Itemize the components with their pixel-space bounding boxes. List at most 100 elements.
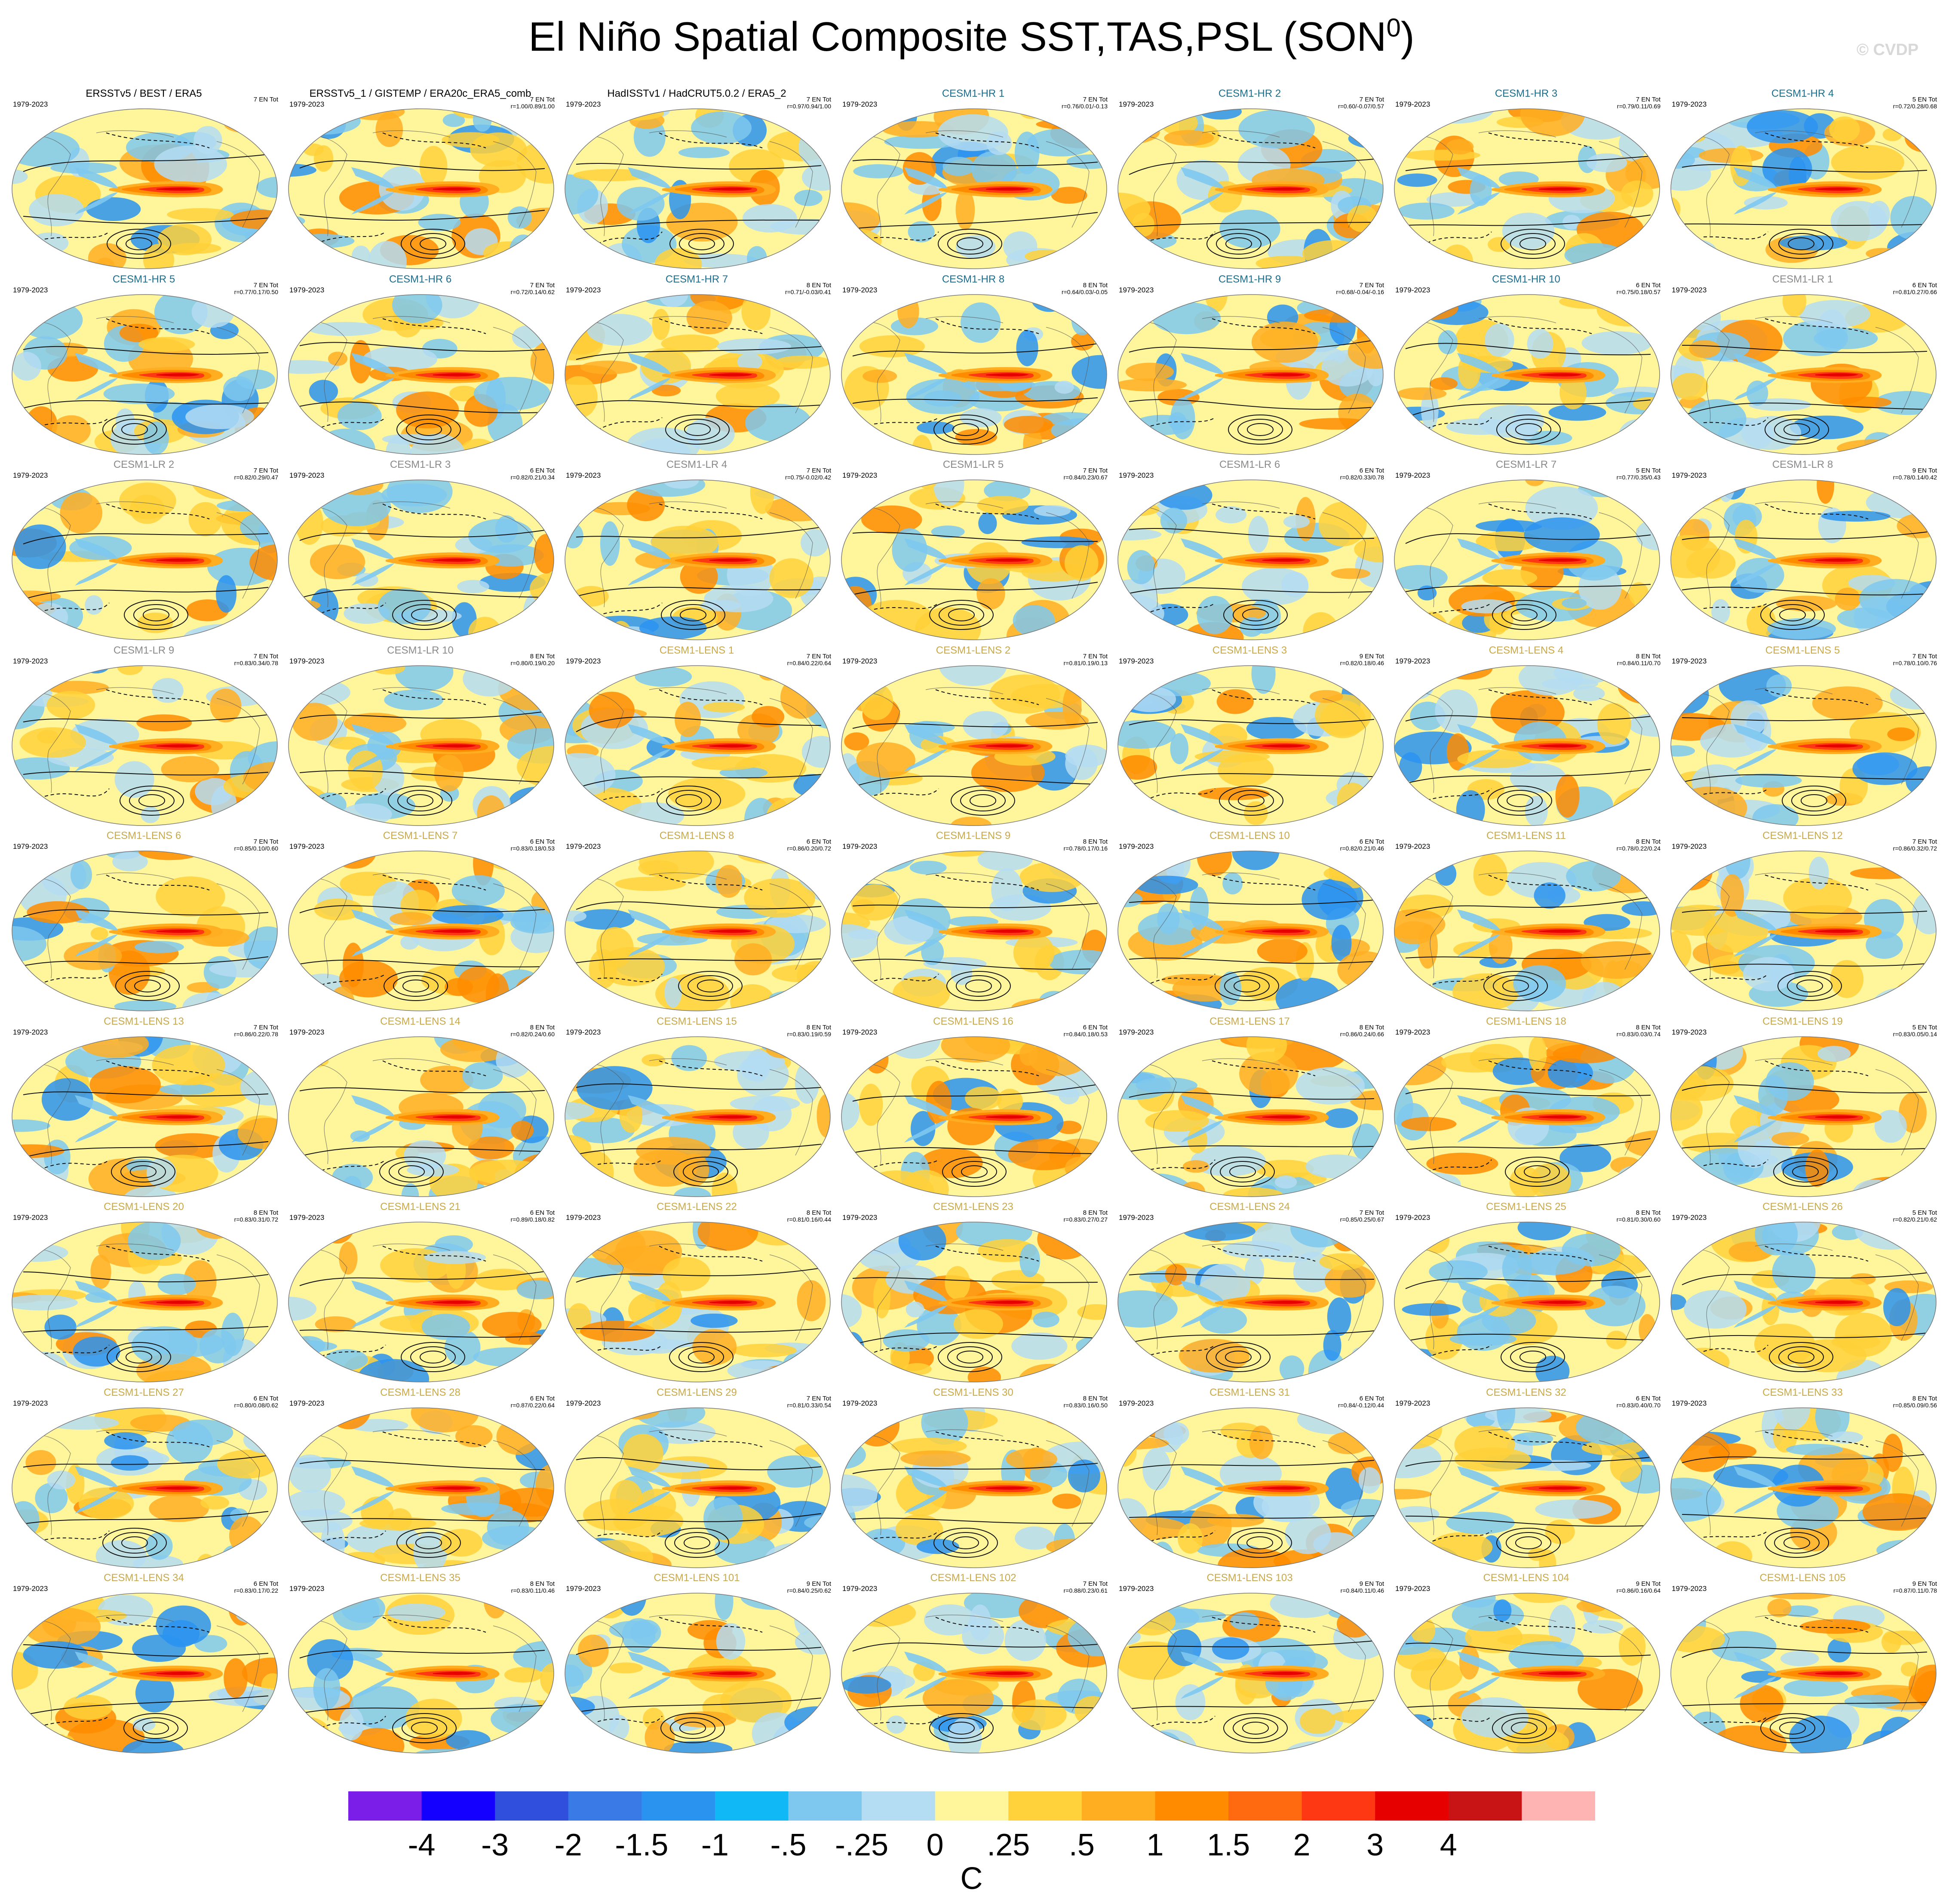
panel-title: CESM1-LENS 4 [1489,644,1564,656]
panel-years: 1979-2023 [1119,842,1154,851]
panel-event-count: 6 EN Tot [530,838,555,845]
panel-pattern-correlation: r=0.82/0.29/0.47 [234,474,278,481]
colorbar-tick-label: -.5 [770,1828,807,1862]
map-panel: CESM1-LENS 18 1979-2023 8 EN Tot r=0.83/0.0… [1387,1016,1665,1201]
panel-title: CESM1-LENS 11 [1486,830,1566,841]
panel-title: CESM1-LENS 20 [104,1201,184,1213]
panel-years: 1979-2023 [842,1585,878,1593]
colorbar-swatch [1522,1791,1595,1821]
map-panel: CESM1-LR 10 1979-2023 8 EN Tot r=0.80/0.19/… [282,645,559,830]
map-projection [1117,1036,1384,1197]
panel-title: CESM1-LENS 105 [1759,1572,1846,1584]
map-projection [565,108,831,269]
map-projection [12,108,278,269]
panel-years: 1979-2023 [1119,100,1154,108]
map-projection [1670,1407,1937,1568]
panel-event-count: 8 EN Tot [1912,1394,1937,1402]
map-projection [288,1222,554,1382]
panel-title: ERSSTv5_1 / GISTEMP / ERA20c_ERA5_comb [309,88,531,99]
panel-event-count: 8 EN Tot [806,281,831,289]
map-projection [1394,665,1660,826]
map-panel: CESM1-LENS 6 1979-2023 7 EN Tot r=0.85/0.10… [5,830,282,1015]
panel-title: CESM1-LENS 29 [657,1386,737,1398]
map-projection [841,108,1107,269]
map-panel: CESM1-LENS 1 1979-2023 7 EN Tot r=0.84/0.22… [558,645,835,830]
panel-event-count: 6 EN Tot [1083,1023,1108,1031]
map-panel: CESM1-HR 10 1979-2023 6 EN Tot r=0.75/0.18/… [1387,273,1665,459]
panel-title: CESM1-HR 3 [1495,88,1558,99]
colorbar-tick-label: -.25 [835,1828,889,1862]
panel-title: CESM1-LENS 32 [1486,1386,1566,1398]
panel-pattern-correlation: r=0.81/0.33/0.54 [787,1401,831,1409]
map-panel: CESM1-LENS 21 1979-2023 6 EN Tot r=0.89/0.1… [282,1201,559,1386]
panel-pattern-correlation: r=0.79/0.11/0.69 [1617,103,1661,110]
map-projection [1117,1407,1384,1568]
colorbar-swatch [568,1791,642,1821]
panel-title: CESM1-LENS 19 [1762,1015,1843,1027]
panel-pattern-correlation: r=0.78/0.10/0.76 [1893,659,1937,666]
map-panel: CESM1-LR 2 1979-2023 7 EN Tot r=0.82/0.29/0… [5,459,282,644]
panel-pattern-correlation: r=0.86/0.20/0.72 [787,845,831,852]
panel-title: CESM1-LENS 1 [659,644,734,656]
panel-title: CESM1-LR 2 [113,459,175,470]
colorbar-swatch [421,1791,495,1821]
panel-event-count: 6 EN Tot [1636,1394,1661,1402]
colorbar-swatch [935,1791,1009,1821]
map-panel: CESM1-LENS 24 1979-2023 7 EN Tot r=0.85/0.2… [1111,1201,1388,1386]
map-panel: CESM1-LENS 8 1979-2023 6 EN Tot r=0.86/0.20… [558,830,835,1015]
map-panel: CESM1-HR 2 1979-2023 7 EN Tot r=0.60/-0.07/… [1111,88,1388,273]
map-projection [1394,1407,1660,1568]
panel-pattern-correlation: r=0.82/0.33/0.78 [1340,474,1384,481]
panel-title: CESM1-HR 5 [112,273,175,285]
panel-event-count: 7 EN Tot [1912,652,1937,660]
panel-event-count: 8 EN Tot [530,652,555,660]
map-panel: CESM1-LENS 103 1979-2023 9 EN Tot r=0.84/0.… [1111,1572,1388,1757]
map-projection [1670,108,1937,269]
colorbar-tick-label: -4 [408,1828,436,1862]
map-panel: CESM1-LENS 9 1979-2023 8 EN Tot r=0.78/0.17… [835,830,1112,1015]
panel-years: 1979-2023 [566,657,601,665]
panel-event-count: 8 EN Tot [1083,281,1108,289]
colorbar-units: C [960,1861,983,1896]
panel-event-count: 7 EN Tot [1083,1580,1108,1588]
panel-years: 1979-2023 [13,1585,48,1593]
panel-title: CESM1-HR 10 [1492,273,1560,285]
panel-pattern-correlation: r=0.78/0.14/0.42 [1893,474,1937,481]
panel-title: HadISSTv1 / HadCRUT5.0.2 / ERA5_2 [607,88,786,99]
panel-event-count: 8 EN Tot [806,1209,831,1216]
panel-title: CESM1-LENS 22 [657,1201,737,1213]
panel-years: 1979-2023 [13,100,48,108]
colorbar-tick-label: 2 [1293,1828,1311,1862]
panel-years: 1979-2023 [13,1399,48,1407]
panel-title: CESM1-LENS 5 [1765,644,1840,656]
panel-event-count: 7 EN Tot [1359,96,1384,103]
map-projection [565,665,831,826]
map-projection [1117,665,1384,826]
map-projection [565,1036,831,1197]
map-panel: CESM1-LENS 31 1979-2023 6 EN Tot r=0.84/-0.… [1111,1387,1388,1572]
map-projection [841,1036,1107,1197]
panel-title: CESM1-HR 8 [942,273,1005,285]
panel-years: 1979-2023 [13,842,48,851]
panel-years: 1979-2023 [566,1213,601,1222]
panel-years: 1979-2023 [289,657,325,665]
map-projection [1117,479,1384,640]
panel-pattern-correlation: r=0.83/0.03/0.74 [1616,1030,1661,1038]
map-projection [1670,665,1937,826]
colorbar-tick-label: 0 [926,1828,944,1862]
panel-years: 1979-2023 [289,1585,325,1593]
panel-years: 1979-2023 [842,657,878,665]
panel-years: 1979-2023 [13,286,48,294]
panel-event-count: 7 EN Tot [253,652,278,660]
panel-pattern-correlation: r=0.89/0.18/0.82 [510,1216,555,1223]
map-projection [565,851,831,1011]
panel-years: 1979-2023 [1395,1399,1430,1407]
map-panel: CESM1-LENS 20 1979-2023 8 EN Tot r=0.83/0.3… [5,1201,282,1386]
panel-title: CESM1-LR 4 [666,459,727,470]
panel-pattern-correlation: r=0.60/-0.07/0.57 [1338,103,1384,110]
map-projection [1117,108,1384,269]
panel-years: 1979-2023 [1672,471,1707,479]
panel-event-count: 8 EN Tot [1083,1209,1108,1216]
map-projection [565,479,831,640]
panel-years: 1979-2023 [1395,471,1430,479]
